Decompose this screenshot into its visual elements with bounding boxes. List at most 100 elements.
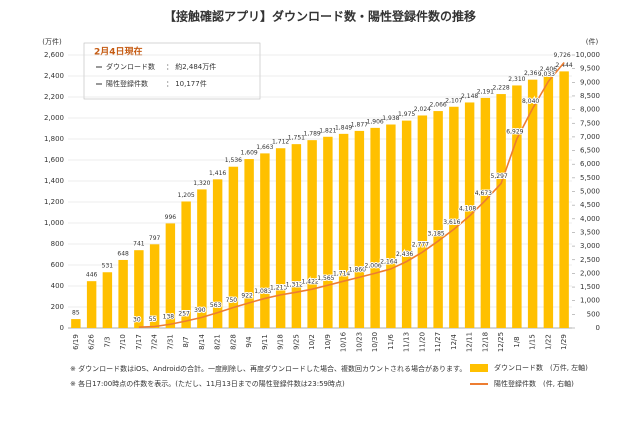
y-tick-label: 1,000: [44, 219, 64, 227]
line: [138, 61, 565, 328]
y2-tick-label: 3,000: [580, 242, 600, 250]
bar-value-label: 741: [133, 241, 145, 248]
x-tick-label: 1/8: [513, 336, 521, 347]
bar-value-label: 1,320: [193, 180, 210, 187]
bar-value-label: 2,310: [508, 76, 525, 83]
y2-tick-label: 8,000: [580, 106, 600, 114]
line-value-label: 1,422: [302, 279, 319, 286]
y2-tick-label: 8,500: [580, 92, 600, 100]
y-tick-label: 800: [51, 240, 64, 248]
y2-tick-label: 4,000: [580, 215, 600, 223]
y2-tick-label: 2,500: [580, 256, 600, 264]
y-tick-label: 0: [60, 324, 64, 332]
bar-value-label: 1,536: [225, 157, 242, 164]
line-value-label: 9,726: [554, 52, 571, 59]
y-axis-label: (万件): [42, 37, 62, 46]
y-tick-label: 2,400: [44, 72, 64, 80]
line-value-label: 563: [210, 302, 222, 309]
y-tick-label: 2,200: [44, 93, 64, 101]
bar: [197, 189, 207, 328]
y2-tick-label: 0: [596, 324, 600, 332]
bar: [86, 281, 97, 328]
bar-value-label: 1,821: [319, 127, 336, 134]
bar: [338, 133, 349, 328]
x-tick-label: 9/4: [245, 336, 253, 348]
x-tick-label: 8/14: [198, 334, 206, 350]
line-value-label: 2,436: [396, 251, 413, 258]
bar-value-label: 1,205: [178, 192, 195, 199]
bar: [559, 71, 569, 328]
bar-value-label: 1,849: [335, 124, 352, 131]
x-tick-label: 9/11: [261, 334, 269, 350]
legend-label: ダウンロード数 (万件, 左軸): [494, 363, 588, 372]
bar: [275, 148, 286, 328]
line-value-label: 390: [194, 307, 206, 314]
line-value-label: 1,213: [270, 284, 287, 291]
bar: [228, 166, 239, 328]
bar: [496, 94, 506, 328]
x-tick-label: 7/24: [151, 334, 159, 350]
bar-value-label: 2,066: [430, 102, 447, 109]
bar-value-label: 2,365: [524, 70, 541, 77]
y-tick-label: 1,400: [44, 177, 64, 185]
line-value-label: 257: [178, 310, 190, 317]
bar: [244, 159, 254, 328]
bar-value-label: 1,938: [382, 115, 399, 122]
line-value-label: 30: [133, 317, 141, 324]
y-tick-label: 2,600: [44, 51, 64, 59]
bar-value-label: 797: [149, 235, 161, 242]
x-tick-label: 1/29: [560, 334, 568, 350]
bar-value-label: 648: [117, 250, 129, 257]
y2-tick-label: 2,000: [580, 269, 600, 277]
y2-tick-label: 10,000: [576, 51, 601, 59]
bar: [134, 250, 144, 328]
bar-value-label: 1,906: [367, 118, 384, 125]
line-value-label: 2,164: [380, 258, 397, 265]
line-value-label: 2,777: [412, 242, 429, 249]
line-value-label: 9,033: [538, 71, 555, 78]
bar-value-label: 1,663: [256, 144, 273, 151]
bar: [323, 136, 333, 328]
bar-value-label: 1,789: [304, 131, 321, 138]
bar-value-label: 996: [165, 214, 177, 221]
line-value-label: 1,565: [317, 275, 334, 282]
bar: [417, 115, 428, 328]
bar: [165, 223, 176, 328]
x-tick-label: 6/19: [72, 334, 80, 350]
y2-tick-label: 9,000: [580, 78, 600, 86]
y2-tick-label: 1,500: [580, 283, 600, 291]
x-tick-label: 9/18: [277, 334, 285, 350]
bar: [149, 244, 160, 328]
bar-value-label: 2,107: [445, 97, 462, 104]
inset-label: ダウンロード数: [106, 62, 155, 71]
bar: [370, 127, 380, 329]
y2-tick-label: 3,500: [580, 228, 600, 236]
inset-label: 陽性登録件数: [106, 79, 148, 88]
bar: [401, 120, 412, 328]
y-tick-label: 1,200: [44, 198, 64, 206]
bar-value-label: 85: [72, 310, 80, 317]
x-tick-label: 10/16: [340, 331, 348, 352]
x-tick-label: 8/28: [229, 334, 237, 350]
legend-swatch: [470, 364, 488, 372]
line-value-label: 4,108: [459, 205, 476, 212]
line-value-label: 922: [241, 292, 253, 299]
bar-value-label: 1,751: [288, 135, 305, 142]
bar-value-label: 531: [102, 263, 114, 270]
bar: [354, 130, 365, 328]
bar: [433, 111, 443, 328]
x-tick-label: 6/26: [88, 334, 96, 350]
bar-value-label: 2,444: [556, 62, 573, 69]
y2-tick-label: 5,000: [580, 188, 600, 196]
x-tick-label: 7/3: [103, 336, 111, 347]
x-tick-label: 8/7: [182, 336, 190, 347]
bar: [543, 75, 554, 329]
y2-tick-label: 7,000: [580, 133, 600, 141]
bar: [181, 201, 191, 328]
line-value-label: 55: [149, 316, 157, 323]
bar-value-label: 1,712: [272, 139, 289, 146]
x-tick-label: 10/9: [324, 334, 332, 350]
line-value-label: 1,312: [286, 282, 303, 289]
bar: [386, 124, 396, 328]
